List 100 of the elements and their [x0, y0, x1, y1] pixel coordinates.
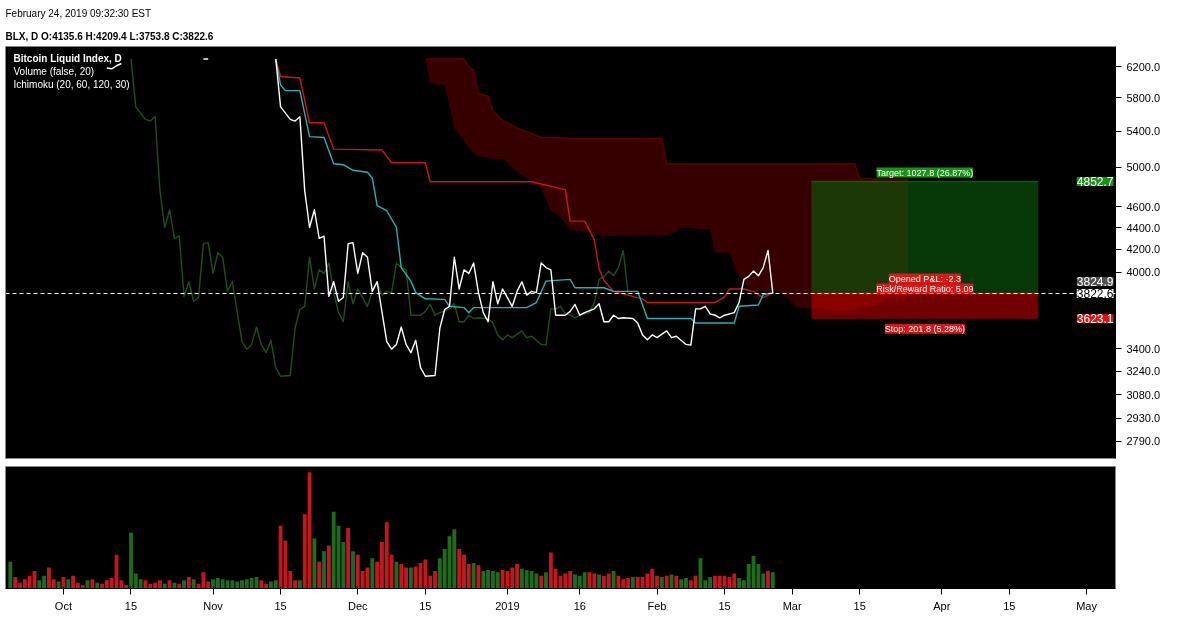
bar [322, 551, 326, 589]
bar [611, 571, 616, 589]
bar [495, 572, 500, 589]
bar [597, 574, 602, 589]
y-tick-label: 4200.0 [1126, 243, 1161, 256]
x-tick-label: Feb [647, 599, 667, 612]
x-tick-label: 15 [124, 599, 138, 612]
y-tick-label: 5400.0 [1126, 125, 1161, 138]
annotation: 4852.7 [1076, 175, 1114, 190]
bar [351, 551, 355, 589]
bar [674, 575, 679, 589]
annotation: Opened P&L: -2.3 [888, 273, 961, 284]
bar [326, 545, 331, 589]
bar [346, 528, 351, 589]
bar [172, 582, 177, 589]
y-tick-label: 2930.0 [1126, 412, 1161, 425]
bar [167, 580, 172, 589]
bar [722, 575, 727, 589]
x-tick-label: Nov [203, 599, 224, 612]
bar [500, 569, 505, 589]
x-tick-label: 15 [274, 599, 287, 612]
bar [606, 573, 611, 589]
bar [317, 561, 322, 589]
line-series [424, 58, 909, 180]
annotation: 3824.9 [1076, 275, 1114, 290]
bar [534, 573, 539, 589]
bar [331, 511, 336, 589]
y-tick-label: 3240.0 [1126, 365, 1161, 378]
text: February 24, 2019 09:32:30 EST [5, 7, 152, 19]
bar [635, 576, 640, 589]
bar [645, 573, 650, 589]
bar [693, 575, 698, 589]
bar [471, 562, 476, 589]
x-tick-label: Dec [348, 599, 369, 612]
bar [273, 580, 278, 589]
bar [27, 575, 32, 589]
bar [66, 579, 71, 589]
bar [766, 571, 770, 589]
bar [659, 576, 664, 589]
bar [90, 579, 95, 589]
x-tick-label: Oct [54, 599, 72, 612]
annotation: Ichimoku (20, 60, 120, 30) [13, 78, 130, 90]
y-tick-label: 4000.0 [1126, 266, 1161, 279]
annotation: Risk/Reward Ratio: 5.09 [876, 283, 974, 294]
bar [679, 579, 684, 589]
x-tick-label: 15 [718, 599, 731, 612]
bar [408, 567, 413, 589]
bar [457, 549, 462, 589]
bar [505, 571, 510, 589]
bar [481, 571, 486, 589]
chart-subtitle: BLX, D O:4135.6 H:4209.4 L:3753.8 C:3822.6 [5, 30, 214, 42]
bar [592, 573, 597, 589]
bar [524, 569, 529, 589]
bar [399, 564, 404, 589]
line-series [130, 58, 629, 377]
y-tick-label: 3400.0 [1126, 342, 1161, 355]
bar [630, 576, 635, 589]
bar [370, 558, 375, 589]
bar [563, 573, 568, 589]
bar [539, 575, 544, 589]
x-tick-label: 2019 [495, 599, 520, 612]
y-tick-label: 5800.0 [1126, 91, 1161, 104]
bar [230, 580, 235, 589]
bar [413, 566, 418, 589]
text: Bitcoin Liquid Index, D [13, 52, 122, 64]
y-tick-label: 2790.0 [1126, 435, 1161, 448]
bar [201, 572, 206, 589]
x-tick-label: 16 [573, 599, 586, 612]
y-tick-label: 4400.0 [1126, 221, 1161, 234]
annotation: Volume (false, 20) [13, 65, 95, 77]
bar [249, 578, 254, 589]
x-tick-label: Mar [782, 599, 802, 612]
bar [394, 561, 399, 589]
y-tick-label: 4600.0 [1126, 200, 1161, 213]
bar [13, 576, 18, 589]
bar [544, 572, 548, 589]
bar [616, 575, 621, 589]
bar [8, 561, 13, 589]
bar [182, 580, 186, 589]
bar [186, 576, 191, 589]
bar [727, 576, 732, 589]
x-tick-label: 15 [1003, 599, 1016, 612]
bar [220, 579, 225, 589]
bar [259, 580, 264, 589]
annotation: Target: 1027.8 (26.87%) [876, 167, 974, 178]
bar [452, 529, 457, 589]
x-tick-label: 15 [853, 599, 866, 612]
y-tick-label: 5000.0 [1126, 161, 1161, 174]
y-tick-label: 3080.0 [1126, 388, 1161, 401]
y-tick-label: 6200.0 [1126, 60, 1161, 73]
bar [770, 572, 775, 589]
bar [95, 582, 100, 589]
bar [80, 585, 85, 589]
bar [37, 580, 42, 589]
bar [664, 575, 669, 589]
bar [297, 580, 302, 589]
bar [278, 525, 283, 589]
bar [191, 579, 196, 589]
bar [61, 576, 66, 589]
bar [423, 559, 428, 589]
